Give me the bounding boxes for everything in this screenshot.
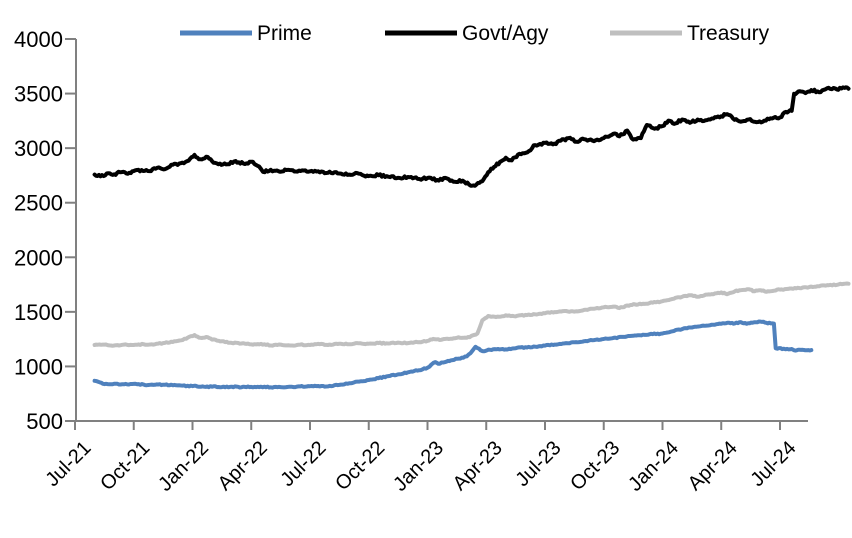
x-tick-label: Oct-21 — [96, 437, 154, 495]
series-line-treasury — [92, 281, 851, 348]
legend-item-treasury: Treasury — [610, 22, 770, 45]
x-tick-label: Jan-22 — [154, 437, 213, 496]
x-tick-label: Oct-22 — [331, 437, 389, 495]
y-tick-label: 2000 — [14, 245, 63, 270]
legend-label-govt-agy: Govt/Agy — [462, 22, 549, 45]
series-line-govt-agy — [92, 85, 851, 188]
y-tick-label: 1000 — [14, 354, 63, 379]
y-tick-label: 3000 — [14, 136, 63, 161]
legend-label-prime: Prime — [257, 22, 312, 45]
y-tick-label: 500 — [26, 409, 63, 434]
x-tick-label: Apr-22 — [214, 437, 272, 495]
x-tick-label: Apr-24 — [684, 437, 742, 495]
y-tick-label: 1500 — [14, 300, 63, 325]
legend-label-treasury: Treasury — [687, 22, 770, 45]
legend-item-prime: Prime — [180, 22, 312, 45]
x-tick-label: Jul-21 — [41, 437, 95, 491]
legend-item-govt-agy: Govt/Agy — [385, 22, 549, 45]
y-tick-label: 4000 — [14, 27, 63, 52]
x-tick-label: Jan-23 — [389, 437, 448, 496]
x-tick-label: Jul-22 — [276, 437, 330, 491]
x-tick-label: Oct-23 — [566, 437, 624, 495]
y-tick-label: 3500 — [14, 82, 63, 107]
x-tick-label: Apr-23 — [449, 437, 507, 495]
x-tick-label: Jul-24 — [746, 437, 800, 491]
x-tick-label: Jan-24 — [624, 437, 683, 496]
y-tick-label: 2500 — [14, 191, 63, 216]
x-tick-label: Jul-23 — [511, 437, 565, 491]
plot-area — [92, 85, 851, 390]
legend: Prime Govt/Agy Treasury — [180, 22, 770, 45]
series-line-prime — [92, 319, 814, 390]
